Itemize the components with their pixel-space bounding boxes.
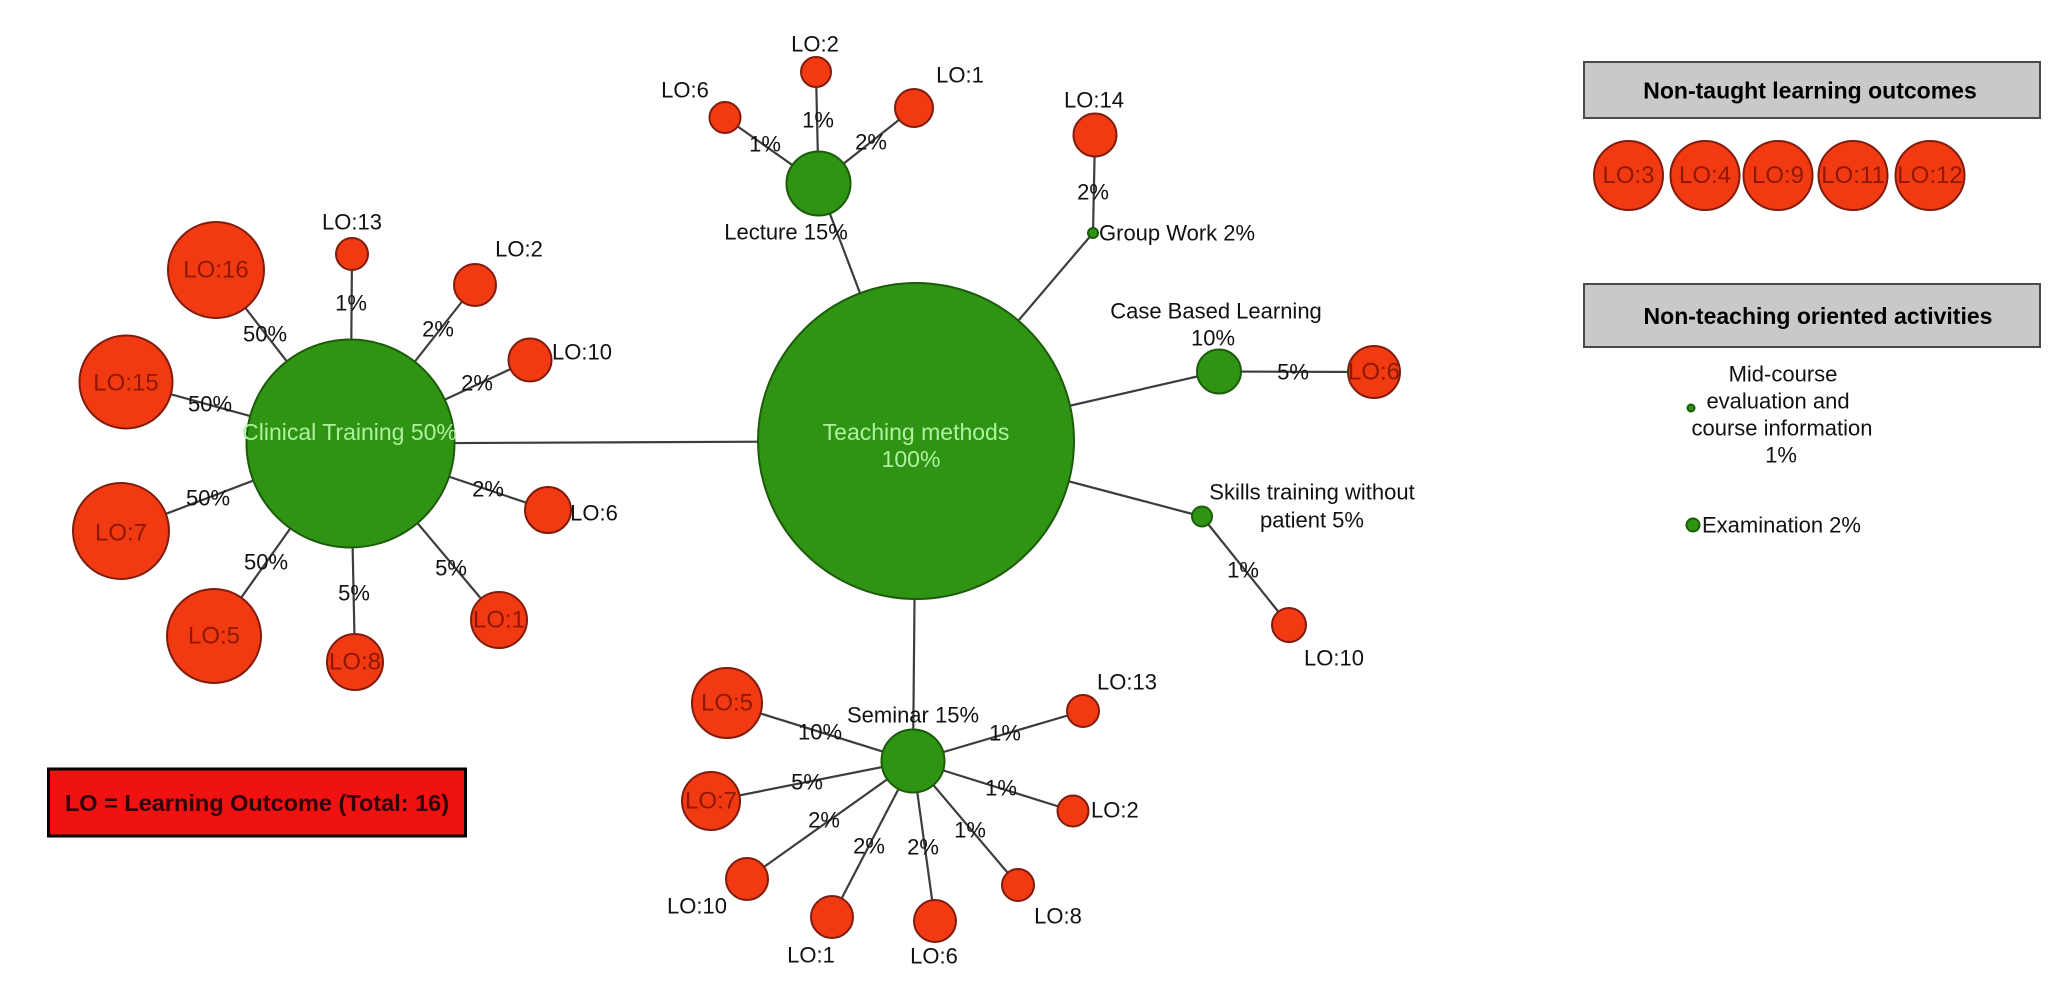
svg-text:LO:15: LO:15 xyxy=(93,370,158,397)
svg-text:1%: 1% xyxy=(749,132,781,157)
svg-text:LO:6: LO:6 xyxy=(1348,359,1400,386)
svg-text:LO:2: LO:2 xyxy=(495,237,543,262)
svg-text:Non-taught learning outcomes: Non-taught learning outcomes xyxy=(1643,78,1977,104)
svg-text:2%: 2% xyxy=(461,371,493,396)
svg-text:LO:4: LO:4 xyxy=(1679,162,1731,189)
svg-text:1%: 1% xyxy=(954,818,986,843)
svg-text:LO:1: LO:1 xyxy=(473,607,525,634)
svg-text:patient 5%: patient 5% xyxy=(1260,508,1364,533)
svg-text:LO:6: LO:6 xyxy=(661,78,709,103)
svg-text:LO:13: LO:13 xyxy=(322,210,382,235)
svg-text:LO:2: LO:2 xyxy=(791,32,839,57)
svg-text:LO:8: LO:8 xyxy=(329,649,381,676)
svg-text:Examination 2%: Examination 2% xyxy=(1702,513,1861,538)
svg-text:LO:5: LO:5 xyxy=(701,690,753,717)
svg-text:course information: course information xyxy=(1692,416,1873,441)
svg-text:2%: 2% xyxy=(422,317,454,342)
svg-text:1%: 1% xyxy=(335,291,367,316)
svg-text:2%: 2% xyxy=(907,835,939,860)
svg-text:LO:10: LO:10 xyxy=(667,894,727,919)
svg-text:2%: 2% xyxy=(855,130,887,155)
svg-text:100%: 100% xyxy=(882,446,941,472)
svg-text:LO:14: LO:14 xyxy=(1064,88,1124,113)
svg-text:2%: 2% xyxy=(808,808,840,833)
svg-text:50%: 50% xyxy=(244,550,288,575)
svg-text:LO:16: LO:16 xyxy=(183,257,248,284)
svg-text:Clinical Training 50%: Clinical Training 50% xyxy=(242,419,457,445)
svg-text:Case Based Learning: Case Based Learning xyxy=(1110,299,1322,324)
svg-text:Mid-course: Mid-course xyxy=(1729,362,1838,387)
svg-text:Lecture 15%: Lecture 15% xyxy=(724,220,848,245)
svg-text:LO:13: LO:13 xyxy=(1097,670,1157,695)
svg-text:1%: 1% xyxy=(985,776,1017,801)
svg-text:10%: 10% xyxy=(1191,326,1235,351)
svg-text:LO:11: LO:11 xyxy=(1821,162,1885,189)
svg-text:LO:1: LO:1 xyxy=(787,943,835,968)
svg-text:5%: 5% xyxy=(1277,360,1309,385)
svg-text:LO:6: LO:6 xyxy=(570,501,618,526)
svg-text:LO:1: LO:1 xyxy=(936,63,984,88)
svg-text:1%: 1% xyxy=(989,721,1021,746)
svg-text:LO:7: LO:7 xyxy=(95,520,147,547)
svg-text:50%: 50% xyxy=(188,392,232,417)
svg-text:LO:6: LO:6 xyxy=(910,944,958,969)
svg-text:LO:12: LO:12 xyxy=(1897,162,1962,189)
svg-text:2%: 2% xyxy=(472,477,504,502)
svg-text:LO:9: LO:9 xyxy=(1752,162,1804,189)
svg-text:2%: 2% xyxy=(1077,180,1109,205)
svg-text:LO:2: LO:2 xyxy=(1091,798,1139,823)
svg-text:50%: 50% xyxy=(243,322,287,347)
svg-text:LO:8: LO:8 xyxy=(1034,904,1082,929)
svg-text:LO = Learning Outcome (Total:: LO = Learning Outcome (Total: 16) xyxy=(65,790,449,816)
svg-text:Group Work 2%: Group Work 2% xyxy=(1099,221,1255,246)
svg-text:Seminar 15%: Seminar 15% xyxy=(847,703,979,728)
svg-text:5%: 5% xyxy=(435,556,467,581)
svg-text:LO:3: LO:3 xyxy=(1602,162,1654,189)
svg-text:evaluation and: evaluation and xyxy=(1706,389,1849,414)
svg-text:5%: 5% xyxy=(791,770,823,795)
svg-text:LO:5: LO:5 xyxy=(188,623,240,650)
svg-text:2%: 2% xyxy=(853,834,885,859)
svg-text:Teaching methods: Teaching methods xyxy=(823,419,1010,445)
svg-text:5%: 5% xyxy=(338,581,370,606)
svg-text:LO:10: LO:10 xyxy=(552,340,612,365)
svg-text:LO:7: LO:7 xyxy=(685,788,737,815)
svg-text:50%: 50% xyxy=(186,486,230,511)
svg-text:1%: 1% xyxy=(802,108,834,133)
svg-text:10%: 10% xyxy=(798,720,842,745)
svg-text:Non-teaching oriented activiti: Non-teaching oriented activities xyxy=(1644,303,1993,329)
svg-text:LO:10: LO:10 xyxy=(1304,646,1364,671)
svg-text:Skills training without: Skills training without xyxy=(1209,480,1414,505)
svg-text:1%: 1% xyxy=(1227,558,1259,583)
svg-text:1%: 1% xyxy=(1765,443,1797,468)
